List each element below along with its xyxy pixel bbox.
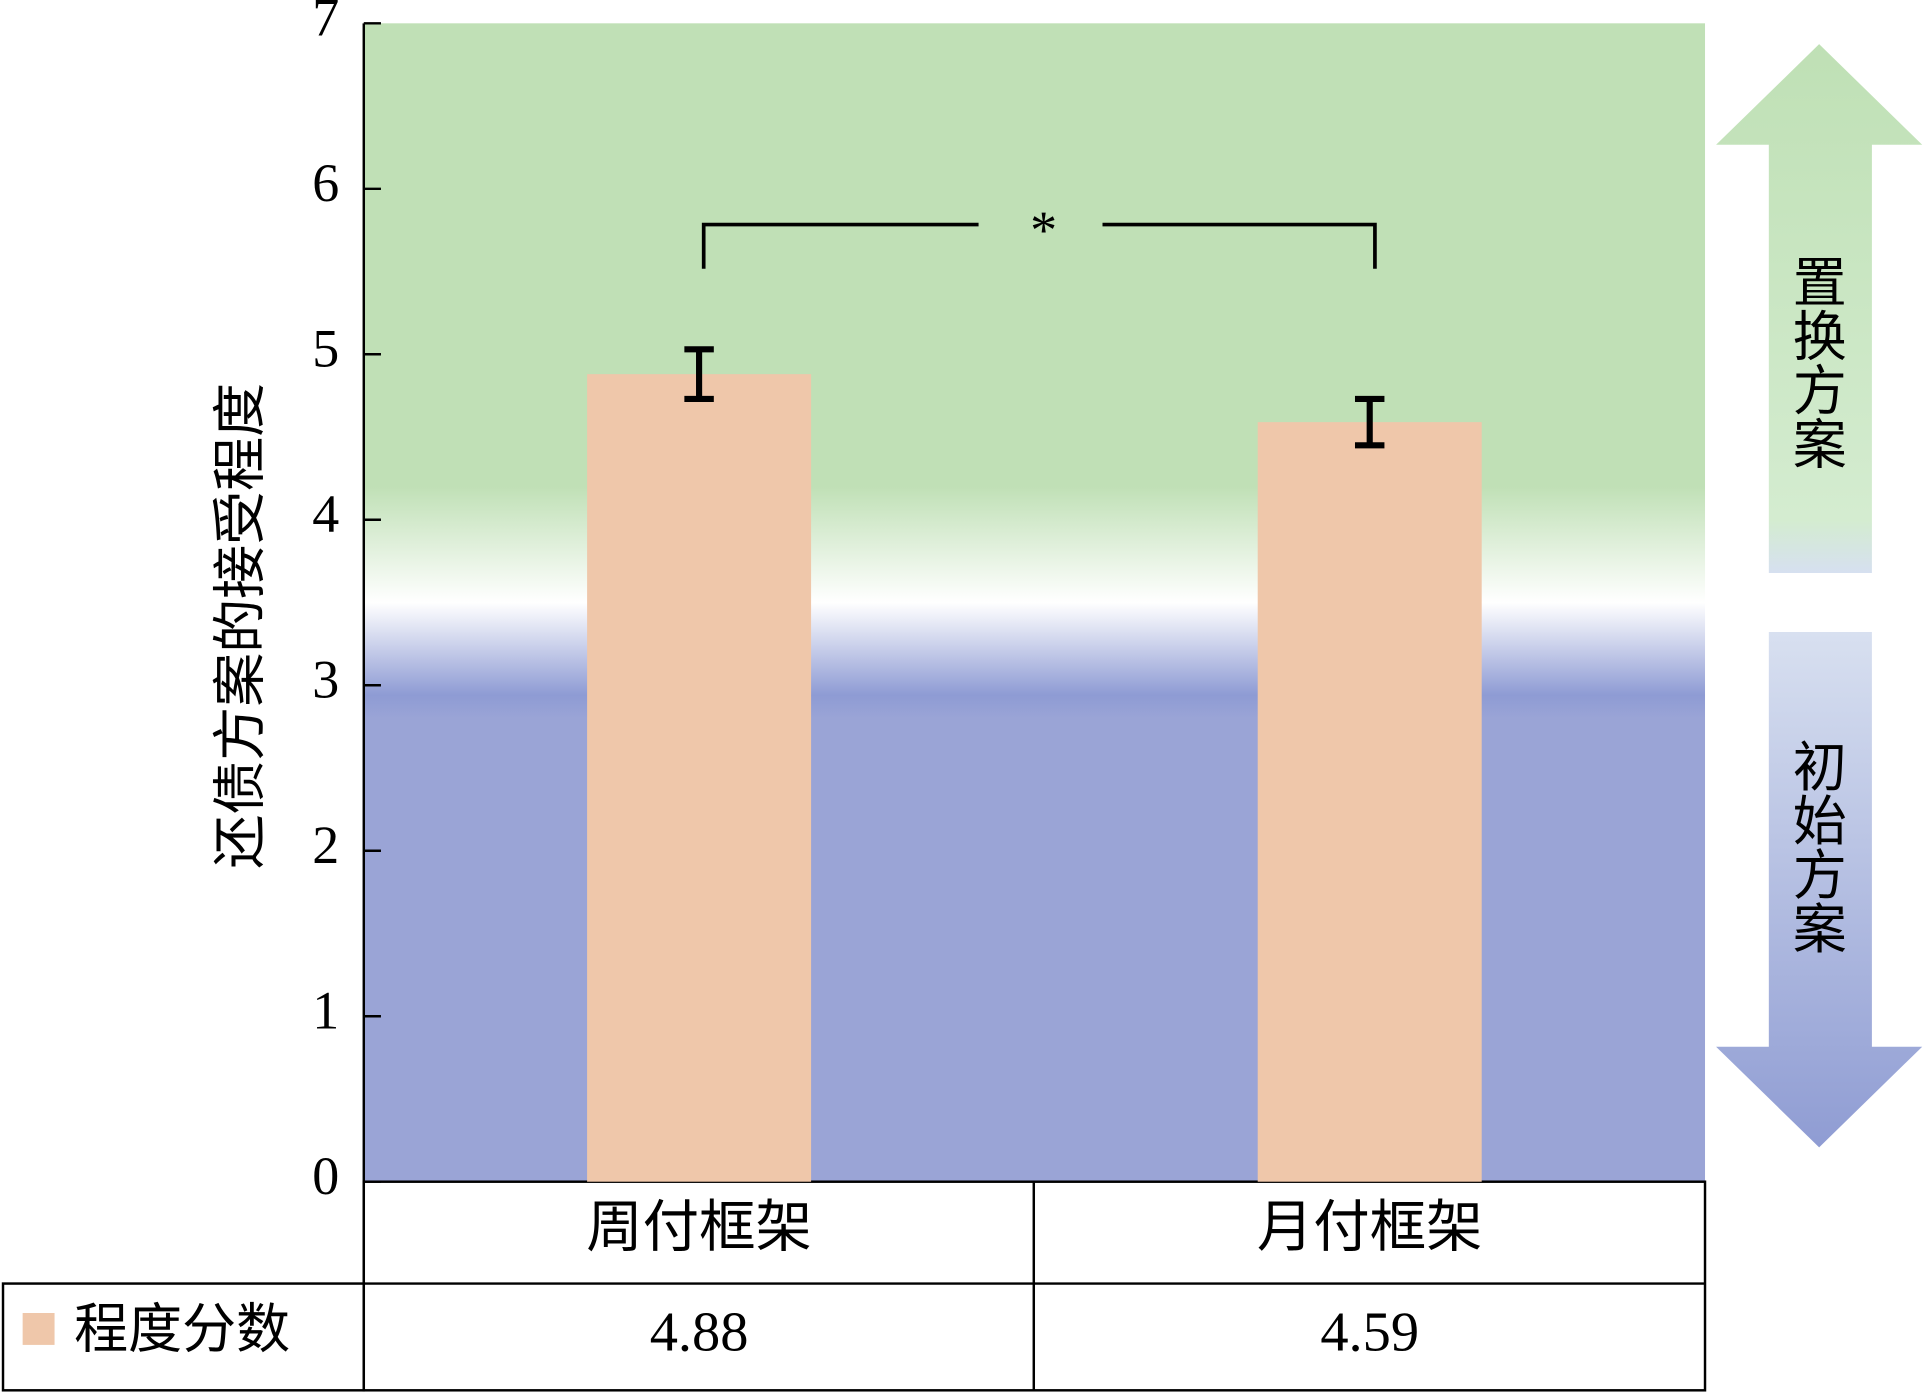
y-tick-label: 6 bbox=[312, 153, 339, 213]
table-value: 4.88 bbox=[650, 1302, 749, 1364]
significance-bracket bbox=[701, 222, 1377, 269]
up-arrow bbox=[1716, 44, 1923, 574]
error-bar bbox=[684, 346, 714, 403]
bar bbox=[587, 374, 812, 1182]
significance-label: * bbox=[1030, 200, 1057, 260]
lower-region-label: 初始方案 bbox=[1784, 739, 1845, 955]
bar bbox=[1257, 422, 1482, 1182]
legend-label: 程度分数 bbox=[74, 1299, 290, 1359]
x-tick-label: 月付框架 bbox=[1257, 1197, 1483, 1259]
x-tick-label: 周付框架 bbox=[586, 1197, 812, 1259]
y-tick-label: 2 bbox=[312, 815, 339, 875]
y-axis-label: 还债方案的接受程度 bbox=[210, 383, 270, 869]
y-tick-label: 0 bbox=[312, 1146, 339, 1206]
table-value: 4.59 bbox=[1320, 1302, 1419, 1364]
y-tick-label: 3 bbox=[312, 650, 339, 710]
y-tick-label: 1 bbox=[312, 981, 339, 1041]
y-tick-label: 5 bbox=[312, 319, 339, 379]
y-tick-label: 7 bbox=[312, 0, 339, 48]
plot-background bbox=[363, 23, 1706, 1182]
down-arrow bbox=[1716, 631, 1923, 1148]
data-table-grid bbox=[1, 1180, 1707, 1392]
y-tick-label: 4 bbox=[312, 484, 339, 544]
error-bar bbox=[1354, 395, 1385, 449]
upper-region-label: 置换方案 bbox=[1784, 254, 1845, 470]
legend-swatch bbox=[22, 1313, 55, 1345]
